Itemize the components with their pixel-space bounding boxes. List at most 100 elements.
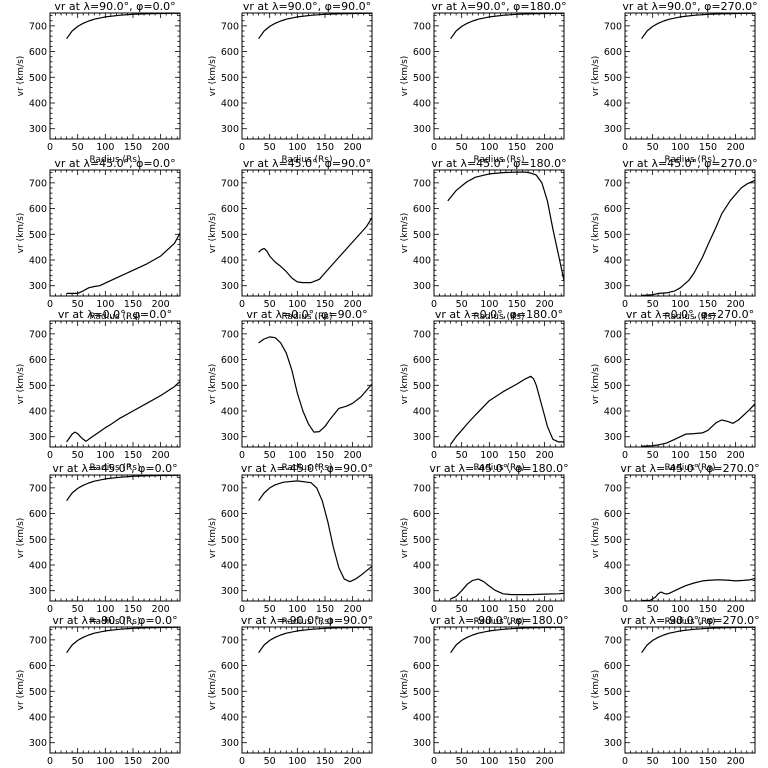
y-tick-label: 400 [29, 713, 47, 724]
x-tick-label: 100 [96, 450, 114, 461]
y-tick-label: 500 [413, 687, 431, 698]
y-tick-label: 400 [29, 561, 47, 572]
x-tick-label: 150 [124, 142, 142, 153]
y-tick-label: 600 [29, 355, 47, 366]
subplot-13: vr at λ=-45.0°, φ=0.0° 0 50 100 150 200 300 400… [16, 462, 181, 627]
subplot-8: vr at λ=45.0°, φ=270.0° 0 50 100 150 200 300 40… [591, 157, 758, 322]
x-axis-label: Radius (Rs) [281, 312, 332, 322]
x-tick-label: 200 [152, 450, 170, 461]
x-tick-label: 150 [699, 604, 717, 615]
y-tick-label: 300 [221, 124, 239, 135]
series-line [66, 626, 180, 654]
x-tick-label: 50 [456, 142, 468, 153]
y-axis-label: vr (km/s) [400, 518, 410, 559]
x-tick-label: 200 [727, 142, 745, 153]
x-tick-label: 200 [727, 450, 745, 461]
plot-frame [241, 169, 373, 297]
y-tick-label: 700 [413, 329, 431, 340]
y-tick-label: 700 [604, 329, 622, 340]
subplot-title: vr at λ=0.0°, φ=90.0° [246, 308, 367, 321]
x-tick-label: 150 [124, 756, 142, 767]
x-tick-label: 50 [647, 142, 659, 153]
y-axis-label: vr (km/s) [591, 670, 601, 711]
y-tick-label: 300 [29, 432, 47, 443]
y-tick-label: 700 [413, 635, 431, 646]
x-tick-label: 150 [124, 450, 142, 461]
x-tick-label: 200 [344, 756, 362, 767]
y-tick-label: 400 [29, 256, 47, 267]
series-line [641, 577, 756, 602]
x-tick-label: 0 [431, 756, 437, 767]
x-tick-label: 100 [288, 450, 306, 461]
subplot-2: vr at λ=90.0°, φ=90.0° 0 50 100 150 200 300 400… [208, 0, 373, 165]
x-tick-label: 100 [480, 450, 498, 461]
series-line [450, 578, 565, 600]
series-line [258, 626, 372, 654]
y-tick-label: 400 [604, 256, 622, 267]
x-tick-label: 50 [72, 756, 84, 767]
series-line [258, 336, 373, 433]
y-axis-label: vr (km/s) [16, 670, 26, 711]
subplot-11: vr at λ=0.0°, φ=180.0° 0 50 100 150 200 300 400… [400, 308, 565, 473]
y-tick-label: 600 [29, 47, 47, 58]
y-tick-label: 500 [413, 535, 431, 546]
x-tick-label: 150 [316, 142, 334, 153]
y-axis-label: vr (km/s) [16, 518, 26, 559]
subplot-4: vr at λ=90.0°, φ=270.0° 0 50 100 150 200 300 40… [591, 0, 758, 165]
series-line [641, 403, 756, 447]
y-tick-label: 700 [221, 329, 239, 340]
x-tick-label: 0 [431, 299, 437, 310]
x-tick-label: 50 [72, 142, 84, 153]
y-tick-label: 300 [221, 432, 239, 443]
y-tick-label: 300 [604, 432, 622, 443]
x-tick-label: 50 [456, 299, 468, 310]
y-tick-label: 400 [604, 407, 622, 418]
x-tick-label: 200 [152, 756, 170, 767]
x-tick-label: 100 [288, 299, 306, 310]
x-tick-label: 0 [239, 450, 245, 461]
x-tick-label: 50 [647, 450, 659, 461]
subplot-title: vr at λ=45.0°, φ=180.0° [431, 157, 566, 170]
y-tick-label: 400 [413, 713, 431, 724]
y-tick-label: 500 [604, 687, 622, 698]
subplot-title: vr at λ=45.0°, φ=270.0° [622, 157, 757, 170]
x-tick-label: 100 [480, 604, 498, 615]
series-line [66, 380, 181, 443]
x-tick-label: 0 [622, 299, 628, 310]
y-tick-label: 300 [413, 432, 431, 443]
x-tick-label: 50 [264, 604, 276, 615]
subplot-17: vr at λ=-90.0°, φ=0.0° 0 50 100 150 200 300 400… [16, 614, 181, 767]
plot-frame [49, 169, 181, 297]
x-tick-label: 50 [456, 756, 468, 767]
y-tick-label: 700 [29, 21, 47, 32]
subplot-15: vr at λ=-45.0°, φ=180.0° 0 50 100 150 200 300 4… [400, 462, 569, 627]
y-tick-label: 700 [29, 483, 47, 494]
x-tick-label: 100 [671, 604, 689, 615]
y-tick-label: 400 [413, 561, 431, 572]
y-tick-label: 500 [221, 230, 239, 241]
plot-frame [624, 12, 756, 140]
y-tick-label: 500 [604, 230, 622, 241]
x-tick-label: 100 [671, 450, 689, 461]
y-tick-label: 400 [29, 407, 47, 418]
x-tick-label: 50 [264, 450, 276, 461]
x-tick-label: 0 [622, 604, 628, 615]
plot-frame [433, 626, 565, 754]
y-tick-label: 700 [29, 635, 47, 646]
plot-frame [241, 12, 373, 140]
x-tick-label: 100 [671, 756, 689, 767]
subplot-18: vr at λ=-90.0°, φ=90.0° 0 50 100 150 200 300 40… [208, 614, 373, 767]
subplot-title: vr at λ=-45.0°, φ=270.0° [620, 462, 759, 475]
x-tick-label: 150 [508, 142, 526, 153]
x-axis-label: Radius (Rs) [281, 463, 332, 473]
y-tick-label: 700 [413, 178, 431, 189]
subplot-title: vr at λ=90.0°, φ=90.0° [243, 0, 371, 13]
y-tick-label: 700 [221, 483, 239, 494]
y-tick-label: 600 [29, 661, 47, 672]
plot-frame [624, 169, 756, 297]
x-tick-label: 0 [239, 142, 245, 153]
x-axis-label: Radius (Rs) [664, 155, 715, 165]
x-tick-label: 100 [480, 142, 498, 153]
subplot-title: vr at λ=-90.0°, φ=180.0° [429, 614, 568, 627]
